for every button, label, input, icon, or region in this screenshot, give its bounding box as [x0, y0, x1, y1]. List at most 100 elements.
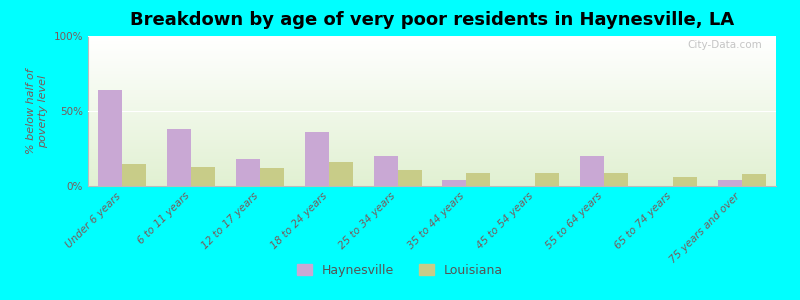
Bar	[88, 62, 776, 63]
Bar	[88, 147, 776, 148]
Bar	[88, 149, 776, 150]
Bar	[88, 65, 776, 66]
Bar	[88, 37, 776, 38]
Bar	[88, 173, 776, 174]
Bar	[374, 156, 398, 186]
Bar	[88, 101, 776, 102]
Bar	[88, 60, 776, 61]
Bar	[88, 76, 776, 77]
Bar	[88, 95, 776, 96]
Bar	[88, 114, 776, 115]
Title: Breakdown by age of very poor residents in Haynesville, LA: Breakdown by age of very poor residents …	[130, 11, 734, 29]
Bar	[88, 131, 776, 132]
Bar	[88, 137, 776, 138]
Bar	[305, 132, 329, 186]
Bar	[88, 42, 776, 43]
Bar	[88, 175, 776, 176]
Bar	[88, 185, 776, 186]
Bar	[88, 134, 776, 135]
Bar	[88, 68, 776, 69]
Bar	[88, 94, 776, 95]
Bar	[88, 174, 776, 175]
Bar	[88, 82, 776, 83]
Bar	[191, 167, 215, 186]
Bar	[88, 119, 776, 120]
Bar	[88, 139, 776, 140]
Bar	[88, 130, 776, 131]
Bar	[88, 86, 776, 87]
Bar	[88, 135, 776, 136]
Bar	[88, 49, 776, 50]
Bar	[88, 91, 776, 92]
Bar	[88, 145, 776, 146]
Bar	[88, 183, 776, 184]
Bar	[718, 180, 742, 186]
Bar	[88, 39, 776, 40]
Bar	[88, 102, 776, 103]
Bar	[88, 53, 776, 54]
Bar	[88, 99, 776, 100]
Bar	[88, 118, 776, 119]
Bar	[88, 38, 776, 39]
Bar	[88, 142, 776, 143]
Bar	[88, 85, 776, 86]
Bar	[88, 170, 776, 171]
Bar	[88, 160, 776, 161]
Bar	[88, 52, 776, 53]
Bar	[88, 136, 776, 137]
Bar	[604, 172, 628, 186]
Bar	[88, 132, 776, 133]
Bar	[88, 151, 776, 152]
Bar	[88, 98, 776, 99]
Bar	[88, 81, 776, 82]
Bar	[88, 165, 776, 166]
Bar	[122, 164, 146, 186]
Bar	[88, 128, 776, 129]
Bar	[88, 120, 776, 121]
Bar	[88, 100, 776, 101]
Bar	[88, 182, 776, 183]
Bar	[88, 44, 776, 45]
Bar	[88, 148, 776, 149]
Bar	[88, 90, 776, 91]
Bar	[88, 161, 776, 162]
Text: City-Data.com: City-Data.com	[687, 40, 762, 50]
Bar	[88, 169, 776, 170]
Bar	[88, 121, 776, 122]
Bar	[88, 71, 776, 72]
Bar	[88, 156, 776, 157]
Bar	[398, 169, 422, 186]
Bar	[88, 133, 776, 134]
Bar	[88, 46, 776, 47]
Bar	[88, 47, 776, 48]
Bar	[88, 155, 776, 156]
Bar	[673, 177, 697, 186]
Bar	[88, 64, 776, 65]
Bar	[88, 167, 776, 168]
Bar	[580, 156, 604, 186]
Bar	[88, 158, 776, 159]
Bar	[88, 146, 776, 147]
Bar	[88, 75, 776, 76]
Bar	[88, 129, 776, 130]
Bar	[442, 180, 466, 186]
Bar	[88, 180, 776, 181]
Bar	[88, 152, 776, 153]
Legend: Haynesville, Louisiana: Haynesville, Louisiana	[292, 259, 508, 282]
Bar	[88, 54, 776, 55]
Bar	[466, 172, 490, 186]
Bar	[88, 73, 776, 74]
Bar	[88, 112, 776, 113]
Bar	[88, 70, 776, 71]
Bar	[88, 178, 776, 179]
Bar	[88, 122, 776, 123]
Bar	[88, 160, 776, 161]
Bar	[88, 123, 776, 124]
Bar	[88, 69, 776, 70]
Bar	[88, 93, 776, 94]
Bar	[88, 126, 776, 127]
Bar	[88, 56, 776, 57]
Bar	[260, 168, 284, 186]
Bar	[88, 125, 776, 126]
Bar	[88, 97, 776, 98]
